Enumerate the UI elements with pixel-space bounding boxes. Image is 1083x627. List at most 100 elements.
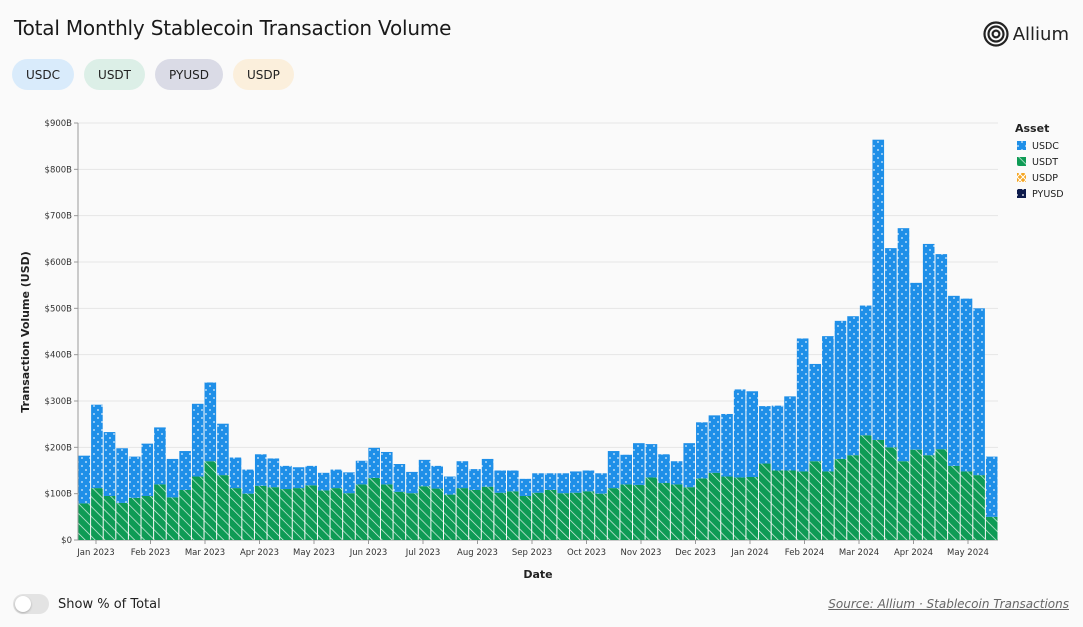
bar-usdt[interactable] <box>128 497 141 540</box>
bar-usdc[interactable] <box>305 465 317 486</box>
bar-usdt[interactable] <box>267 487 280 540</box>
bar-usdc[interactable] <box>822 336 834 472</box>
bar-usdc[interactable] <box>696 422 708 479</box>
bar-usdt[interactable] <box>784 470 796 541</box>
bar-usdt[interactable] <box>973 475 985 540</box>
bar-usdt[interactable] <box>229 488 242 540</box>
bar-usdt[interactable] <box>834 458 847 540</box>
bar-usdc[interactable] <box>116 448 128 503</box>
bar-usdt[interactable] <box>683 487 696 540</box>
bar-usdc[interactable] <box>771 405 784 471</box>
bar-usdt[interactable] <box>343 493 355 540</box>
bar-usdt[interactable] <box>633 484 645 540</box>
bar-usdt[interactable] <box>393 491 406 540</box>
bar-usdt[interactable] <box>254 485 267 540</box>
bar-usdt[interactable] <box>91 488 103 540</box>
bar-usdc[interactable] <box>809 363 822 462</box>
bar-usdc[interactable] <box>128 456 141 498</box>
bar-usdc[interactable] <box>229 457 242 489</box>
bar-usdc[interactable] <box>292 467 305 489</box>
bar-usdt[interactable] <box>759 463 771 540</box>
bar-usdt[interactable] <box>305 485 317 540</box>
bar-usdc[interactable] <box>721 413 733 477</box>
filter-chip-pyusd[interactable]: PYUSD <box>155 59 223 90</box>
bar-usdt[interactable] <box>191 476 204 540</box>
bar-usdc[interactable] <box>494 470 506 493</box>
bar-usdc[interactable] <box>154 427 166 485</box>
bar-usdc[interactable] <box>670 461 683 485</box>
bar-usdc[interactable] <box>343 472 355 494</box>
bar-usdt[interactable] <box>670 484 683 540</box>
bar-usdt[interactable] <box>557 493 570 540</box>
legend-label-usdc[interactable]: USDC <box>1032 141 1059 152</box>
bar-usdc[interactable] <box>532 473 544 493</box>
bar-usdt[interactable] <box>847 455 859 540</box>
bar-usdc[interactable] <box>469 469 481 490</box>
bar-usdt[interactable] <box>418 486 431 540</box>
bar-usdt[interactable] <box>292 488 305 540</box>
bar-usdc[interactable] <box>859 305 872 436</box>
bar-usdt[interactable] <box>116 502 128 540</box>
bar-usdt[interactable] <box>796 471 809 540</box>
bar-usdt[interactable] <box>532 492 544 540</box>
bar-usdt[interactable] <box>406 493 418 540</box>
bar-usdc[interactable] <box>330 469 343 489</box>
bar-usdc[interactable] <box>796 338 809 472</box>
bar-usdt[interactable] <box>443 494 456 540</box>
bar-usdc[interactable] <box>254 454 267 486</box>
bar-usdc[interactable] <box>431 465 443 489</box>
bar-usdt[interactable] <box>733 477 746 540</box>
bar-usdt[interactable] <box>368 477 380 540</box>
bar-usdc[interactable] <box>191 403 204 477</box>
bar-usdt[interactable] <box>481 486 494 540</box>
bar-usdt[interactable] <box>822 471 834 540</box>
bar-usdt[interactable] <box>317 490 330 540</box>
bar-usdc[interactable] <box>570 471 582 493</box>
bar-usdc[interactable] <box>78 455 91 504</box>
bar-usdt[interactable] <box>595 493 607 540</box>
bar-usdc[interactable] <box>985 456 998 517</box>
bar-usdt[interactable] <box>885 447 897 540</box>
bar-usdt[interactable] <box>469 489 481 540</box>
bar-usdt[interactable] <box>897 461 910 540</box>
bar-usdc[interactable] <box>910 282 922 450</box>
bar-usdc[interactable] <box>633 443 645 485</box>
bar-usdt[interactable] <box>696 478 708 540</box>
bar-usdc[interactable] <box>582 470 595 492</box>
bar-usdc[interactable] <box>179 451 191 490</box>
bar-usdc[interactable] <box>166 458 179 498</box>
bar-usdt[interactable] <box>658 483 670 540</box>
bar-usdc[interactable] <box>834 320 847 459</box>
bar-usdc[interactable] <box>922 243 935 456</box>
bar-usdc[interactable] <box>91 404 103 489</box>
bar-usdc[interactable] <box>456 461 469 489</box>
bar-usdt[interactable] <box>922 455 935 540</box>
percent-of-total-toggle[interactable] <box>13 594 49 614</box>
bar-usdc[interactable] <box>242 469 254 494</box>
bar-usdt[interactable] <box>582 491 595 540</box>
bar-usdt[interactable] <box>154 484 166 540</box>
bar-usdc[interactable] <box>103 432 116 496</box>
bar-usdc[interactable] <box>784 396 796 471</box>
source-link[interactable]: Source: Allium · Stablecoin Transactions <box>828 597 1069 611</box>
legend-label-usdt[interactable]: USDT <box>1032 157 1058 168</box>
filter-chip-usdc[interactable]: USDC <box>12 59 75 90</box>
bar-usdc[interactable] <box>935 254 948 450</box>
bar-usdc[interactable] <box>380 451 393 485</box>
bar-usdc[interactable] <box>519 478 532 496</box>
bar-usdt[interactable] <box>985 516 998 540</box>
bar-usdc[interactable] <box>355 460 368 485</box>
bar-usdc[interactable] <box>406 471 418 494</box>
bar-usdc[interactable] <box>897 228 910 462</box>
bar-usdt[interactable] <box>910 449 922 540</box>
bar-usdc[interactable] <box>746 391 759 477</box>
bar-usdt[interactable] <box>570 492 582 540</box>
bar-usdc[interactable] <box>607 451 620 489</box>
bar-usdc[interactable] <box>443 476 456 495</box>
bar-usdt[interactable] <box>519 495 532 540</box>
bar-usdt[interactable] <box>935 449 948 540</box>
bar-usdt[interactable] <box>280 489 292 540</box>
bar-usdc[interactable] <box>481 458 494 487</box>
bar-usdt[interactable] <box>721 476 733 540</box>
bar-usdt[interactable] <box>645 477 658 540</box>
